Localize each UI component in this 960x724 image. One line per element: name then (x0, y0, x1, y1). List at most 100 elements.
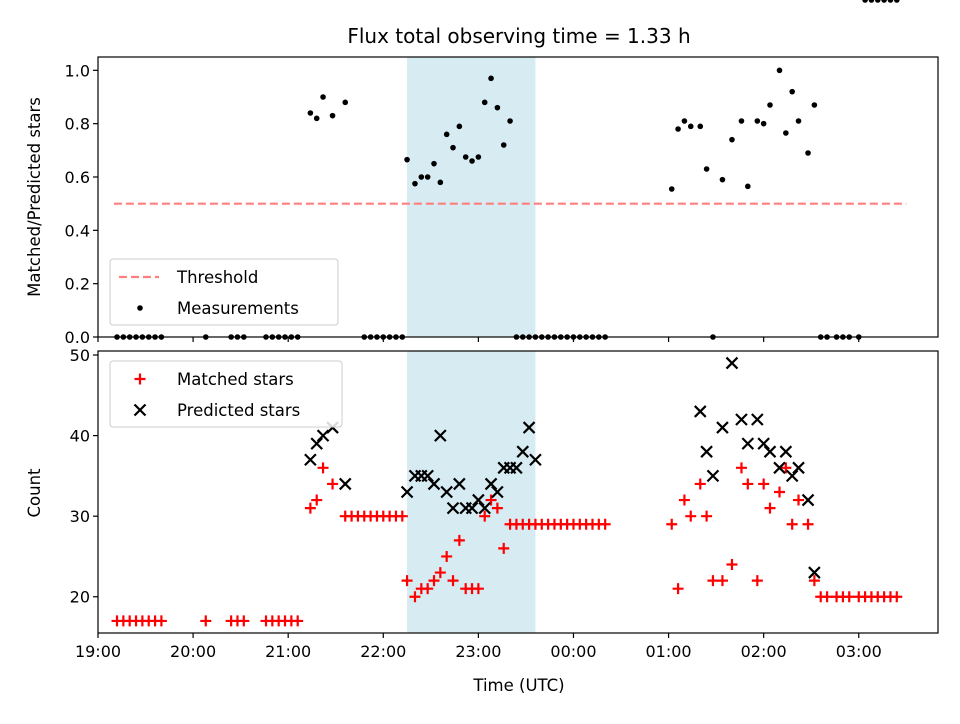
legend-label: Predicted stars (177, 401, 300, 420)
measurement-point (481, 99, 488, 106)
measurement-point (862, 0, 868, 3)
predicted-stars-point (453, 477, 466, 491)
matched-stars-point (479, 510, 491, 522)
matched-stars-point (678, 494, 690, 506)
matched-stars-point (441, 550, 453, 562)
matched-stars-point (292, 615, 304, 627)
matched-stars-point (701, 510, 713, 522)
x-tick-label: 01:00 (646, 642, 692, 661)
measurement-point (868, 0, 875, 3)
matched-stars-point (327, 478, 339, 490)
measurement-point (329, 112, 336, 119)
predicted-stars-point (801, 493, 815, 507)
bottom-series-1 (304, 356, 821, 579)
top-panel-y-axis-label: Matched/Predicted stars (25, 97, 44, 297)
bottom-panel-y-axis-label: Count (25, 468, 44, 518)
matched-stars-point (780, 462, 792, 474)
measurement-point (443, 131, 450, 138)
matched-stars-point (742, 478, 754, 490)
matched-stars-point (774, 486, 786, 498)
matched-stars-point (317, 462, 329, 474)
predicted-stars-point (792, 461, 805, 475)
matched-stars-point (726, 559, 738, 571)
matched-stars-point (786, 518, 798, 530)
predicted-stars-point (491, 485, 504, 499)
matched-stars-point (707, 575, 719, 587)
bottom-legend: Matched stars Predicted stars (109, 360, 343, 428)
matched-stars-point (498, 542, 510, 554)
measurement-point (805, 150, 811, 156)
measurement-point (342, 99, 349, 106)
predicted-stars-point (716, 421, 729, 434)
measurement-point (767, 102, 773, 108)
matched-stars-point (472, 583, 484, 595)
predicted-stars-point (465, 501, 479, 515)
matched-stars-point (685, 510, 697, 522)
predicted-stars-point (751, 413, 764, 426)
measurement-point (783, 130, 789, 136)
matched-stars-point (200, 615, 212, 627)
measurement-point (412, 180, 418, 187)
measurement-point (745, 183, 751, 190)
matched-stars-point (843, 591, 855, 603)
predicted-stars-point (725, 356, 739, 370)
bottom-legend-box (109, 360, 343, 428)
bottom-y-tick-label: 40 (70, 427, 90, 446)
predicted-stars-point (779, 445, 793, 458)
top-y-tick-label: 0.0 (65, 328, 90, 347)
matched-stars-point (751, 575, 763, 587)
matched-stars-point (401, 575, 413, 587)
predicted-stars-point (434, 429, 447, 442)
matched-stars-point (409, 591, 421, 603)
legend-label: Matched stars (177, 370, 294, 389)
x-tick-label: 02:00 (741, 642, 787, 661)
measurement-point (887, 0, 894, 3)
predicted-stars-point (522, 421, 536, 434)
matched-stars-point (758, 478, 770, 490)
measurement-point (313, 115, 320, 122)
measurement-point (424, 174, 431, 180)
measurement-point (469, 158, 475, 164)
measurement-point (719, 176, 726, 183)
measurement-point (418, 174, 425, 180)
matched-stars-point (764, 502, 776, 514)
matched-stars-point (304, 502, 316, 514)
x-tick-label: 23:00 (455, 642, 501, 661)
predicted-stars-point (741, 437, 755, 450)
measurement-point (500, 142, 507, 148)
measurement-point (675, 126, 681, 132)
top-y-tick-label: 1.0 (65, 61, 90, 80)
legend-matched-marker (134, 373, 146, 385)
matched-stars-point (453, 534, 465, 546)
top-y-tick-label: 0.6 (65, 168, 90, 187)
legend-label: Threshold (176, 268, 258, 287)
measurement-point (874, 0, 881, 3)
predicted-stars-point (510, 461, 523, 475)
predicted-stars-point (304, 453, 317, 467)
top-legend: Threshold Measurements (109, 258, 339, 326)
measurement-point (320, 94, 326, 100)
predicted-stars-point (529, 453, 542, 467)
legend-measurements-marker (137, 305, 143, 311)
measurement-point (462, 154, 469, 160)
matched-stars-point (808, 575, 820, 587)
measurement-point (760, 120, 767, 127)
bottom-y-tick-label: 50 (70, 346, 90, 365)
top-y-tick-label: 0.8 (65, 115, 90, 134)
matched-stars-point (599, 518, 611, 530)
matched-stars-point (238, 615, 250, 627)
predicted-stars-point (516, 445, 530, 458)
measurement-point (789, 88, 795, 95)
bottom-series-0 (111, 462, 903, 627)
matched-stars-point (434, 567, 446, 579)
x-axis-label: Time (UTC) (472, 676, 564, 695)
x-tick-label: 00:00 (550, 642, 596, 661)
matched-stars-point (447, 575, 459, 587)
top-highlight-span (407, 57, 536, 337)
predicted-stars-point (706, 469, 720, 483)
top-legend-box (109, 258, 339, 326)
predicted-stars-point (440, 485, 453, 499)
matched-stars-point (672, 583, 684, 595)
predicted-stars-point (757, 437, 770, 450)
